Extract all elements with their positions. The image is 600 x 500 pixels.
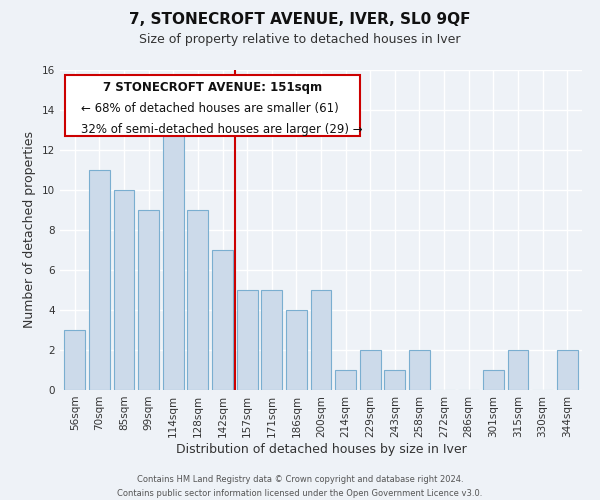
- Bar: [557, 350, 578, 390]
- Bar: [385, 370, 406, 390]
- Bar: [64, 330, 85, 390]
- Bar: [409, 350, 430, 390]
- Text: 7 STONECROFT AVENUE: 151sqm: 7 STONECROFT AVENUE: 151sqm: [103, 81, 322, 94]
- Bar: [187, 210, 208, 390]
- Y-axis label: Number of detached properties: Number of detached properties: [23, 132, 37, 328]
- Bar: [286, 310, 307, 390]
- Bar: [360, 350, 381, 390]
- Text: 7, STONECROFT AVENUE, IVER, SL0 9QF: 7, STONECROFT AVENUE, IVER, SL0 9QF: [129, 12, 471, 28]
- Bar: [311, 290, 331, 390]
- Text: ← 68% of detached houses are smaller (61): ← 68% of detached houses are smaller (61…: [81, 102, 338, 115]
- Text: 32% of semi-detached houses are larger (29) →: 32% of semi-detached houses are larger (…: [81, 123, 362, 136]
- Bar: [89, 170, 110, 390]
- Bar: [508, 350, 529, 390]
- Bar: [335, 370, 356, 390]
- Bar: [212, 250, 233, 390]
- Bar: [138, 210, 159, 390]
- Bar: [236, 290, 257, 390]
- Bar: [261, 290, 282, 390]
- Bar: [113, 190, 134, 390]
- X-axis label: Distribution of detached houses by size in Iver: Distribution of detached houses by size …: [176, 442, 466, 456]
- Text: Contains HM Land Registry data © Crown copyright and database right 2024.
Contai: Contains HM Land Registry data © Crown c…: [118, 476, 482, 498]
- Text: Size of property relative to detached houses in Iver: Size of property relative to detached ho…: [139, 32, 461, 46]
- Bar: [483, 370, 504, 390]
- Bar: [163, 130, 184, 390]
- FancyBboxPatch shape: [65, 75, 360, 136]
